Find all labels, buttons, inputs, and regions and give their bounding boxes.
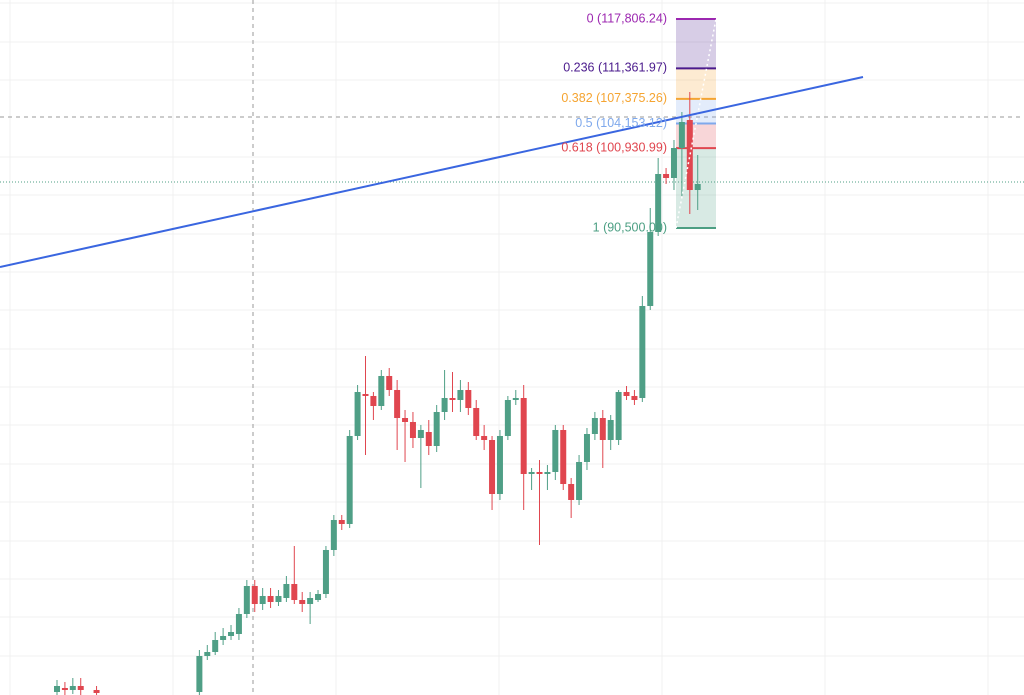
candle-body <box>536 472 543 474</box>
candle-body <box>386 375 393 390</box>
candle-body <box>54 685 60 692</box>
candle-body <box>394 389 401 419</box>
fib-level-label: 0.236 (111,361.97) <box>563 61 667 75</box>
candle-body <box>69 685 76 690</box>
candle-body <box>402 418 409 422</box>
candle-body <box>346 435 353 525</box>
candle-body <box>338 519 345 525</box>
candle-body <box>544 472 551 474</box>
candle-body <box>243 585 250 614</box>
candle-body <box>504 399 511 436</box>
candle-body <box>212 639 219 652</box>
candle-body <box>204 651 211 656</box>
trend-line[interactable] <box>0 76 864 268</box>
candle-body <box>259 595 266 605</box>
candle-body <box>655 173 662 233</box>
candle-body <box>528 472 535 474</box>
candle-body <box>694 184 701 190</box>
candle-body <box>670 147 677 179</box>
candle-body <box>275 595 282 602</box>
candle-body <box>362 393 369 396</box>
candle-body <box>639 305 646 399</box>
candle-body <box>220 635 227 640</box>
candle-body <box>583 433 590 462</box>
candle-body <box>315 593 322 600</box>
candle-body <box>560 429 567 485</box>
candle-body <box>425 432 432 446</box>
candle-body <box>93 689 100 693</box>
fib-zone <box>676 68 716 99</box>
candle-body <box>417 429 424 439</box>
candle-body <box>631 395 638 400</box>
candle-body <box>678 121 685 148</box>
candle-body <box>552 429 559 473</box>
candle-body <box>576 461 583 500</box>
candle-body <box>449 398 456 400</box>
fib-level-label: 1 (90,500.00) <box>593 220 667 234</box>
candle-body <box>663 173 670 179</box>
candle-body <box>77 685 84 690</box>
candle-body <box>370 395 377 406</box>
candle-body <box>409 421 416 439</box>
candle-body <box>61 687 68 690</box>
candle-body <box>686 119 693 190</box>
candle-body <box>520 398 527 474</box>
candle-body <box>378 375 385 406</box>
candle-body <box>623 392 630 396</box>
candle-body <box>591 418 598 434</box>
candle-body <box>441 398 448 413</box>
candle-body <box>465 389 472 408</box>
candle-body <box>481 435 488 440</box>
candle-body <box>599 418 606 440</box>
fib-level-label: 0.618 (100,930.99) <box>561 140 667 154</box>
fib-level-label: 0 (117,806.24) <box>587 11 667 25</box>
candle-body <box>330 519 337 550</box>
candle-body <box>607 419 614 440</box>
candle-body <box>354 392 361 436</box>
fib-level-label: 0.382 (107,375.26) <box>561 91 667 105</box>
candle-body <box>291 584 298 600</box>
candle-body <box>615 392 622 440</box>
candle-body <box>283 584 290 599</box>
candle-body <box>228 631 235 636</box>
candle-body <box>196 655 203 692</box>
candle-body <box>496 435 503 494</box>
candle-body <box>267 595 274 602</box>
candle-body <box>512 398 519 400</box>
candle-body <box>251 585 258 605</box>
fib-labels: 0 (117,806.24) 0.236 (111,361.97) 0.382 (1… <box>561 11 667 234</box>
fib-level-label: 0.5 (104,153.12) <box>575 116 667 130</box>
fib-zone <box>676 18 716 69</box>
fib-trend-line <box>675 18 717 229</box>
candle-body <box>647 232 654 306</box>
candle-body <box>235 613 242 634</box>
candle-body <box>568 484 575 500</box>
candle-body <box>299 599 306 605</box>
candles <box>54 92 701 695</box>
candle-body <box>307 598 314 605</box>
candle-body <box>473 407 480 436</box>
candle-body <box>457 389 464 400</box>
candle-body <box>433 412 440 446</box>
candle-body <box>489 439 496 494</box>
candle-body <box>322 549 329 594</box>
